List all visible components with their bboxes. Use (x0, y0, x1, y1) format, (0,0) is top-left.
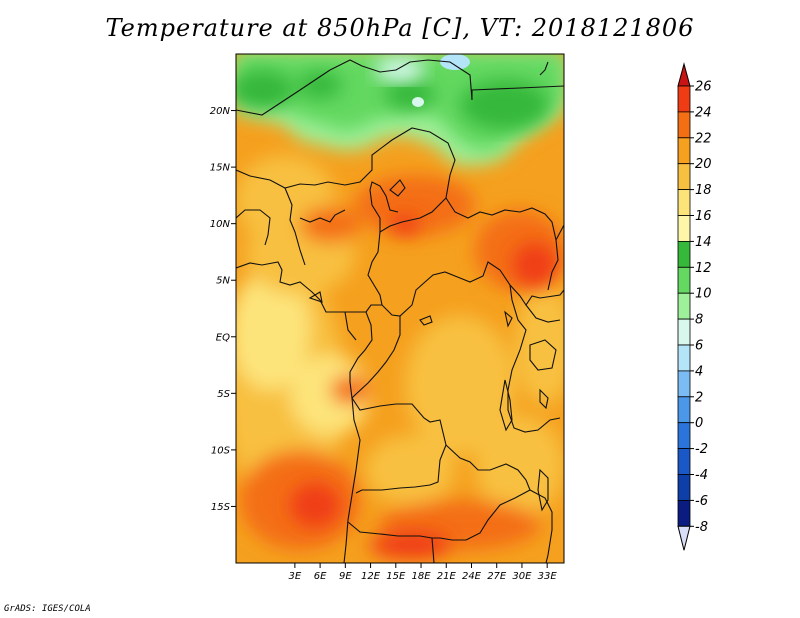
grads-credit: GrADS: IGES/COLA (4, 604, 91, 614)
colorbar-swatch (677, 474, 691, 501)
colorbar-swatch (677, 422, 691, 450)
colorbar-label: 8 (695, 313, 703, 328)
colorbar-label: 6 (695, 339, 703, 354)
colorbar-label: 24 (695, 105, 712, 120)
lon-tick-label: 33E (538, 571, 558, 582)
colorbar-label: 10 (695, 287, 712, 302)
colorbar-under-triangle (677, 525, 691, 551)
colorbar-label: 14 (695, 235, 712, 250)
map-title: Temperature at 850hPa [C], VT: 201812180… (105, 14, 695, 42)
lat-tick-label: 20N (210, 106, 231, 117)
colorbar-label: -6 (695, 494, 708, 509)
lat-tick-label: 15S (211, 502, 231, 513)
lon-tick-label: 24E (462, 571, 482, 582)
colorbar-label: 12 (695, 261, 712, 276)
country-boundaries (236, 59, 564, 563)
lon-tick-label: 21E (437, 571, 457, 582)
colorbar-label: 4 (695, 364, 703, 379)
colorbar-label: 16 (695, 209, 712, 224)
lat-tick-label: EQ (216, 332, 230, 343)
colorbar-swatch (677, 448, 691, 475)
colorbar-label: 18 (695, 183, 712, 198)
colorbar-label: 20 (695, 157, 712, 172)
colorbar-label: -8 (695, 520, 708, 535)
lat-tick-label: 10S (211, 445, 231, 456)
map-frame (235, 53, 565, 564)
colorbar-swatch (677, 344, 691, 372)
lat-tick-label: 15N (210, 163, 231, 174)
colorbar-swatch (677, 370, 691, 398)
colorbar-label: 22 (695, 131, 712, 146)
colorbar-swatch (677, 240, 691, 268)
colorbar-swatch (677, 215, 691, 242)
lat-tick-label: 5N (216, 276, 230, 287)
colorbar-over-triangle (677, 62, 691, 87)
lon-tick-label: 15E (386, 571, 406, 582)
colorbar-swatch (677, 163, 691, 190)
colorbar-swatch (677, 137, 691, 165)
lon-tick-label: 12E (361, 571, 381, 582)
lon-tick-label: 3E (289, 571, 302, 582)
colorbar-label: -2 (695, 442, 708, 457)
lon-tick-label: 27E (487, 571, 507, 582)
colorbar-swatch (677, 499, 691, 527)
lon-tick-label: 9E (339, 571, 352, 582)
longitude-axis: 3E 6E 9E 12E 15E 18E 21E 24E 27E 30E 33E (289, 563, 558, 582)
colorbar-swatch (677, 189, 691, 216)
colorbar-swatch (677, 85, 691, 113)
colorbar-label: -4 (695, 468, 708, 483)
lat-tick-label: 5S (217, 389, 230, 400)
lon-tick-label: 18E (412, 571, 432, 582)
lakes (308, 179, 557, 512)
latitude-axis: 20N 15N 10N 5N EQ 5S 10S 15S (210, 106, 236, 513)
lon-tick-label: 30E (512, 571, 532, 582)
colorbar-swatch (677, 292, 691, 320)
lat-tick-label: 10N (210, 219, 231, 230)
colorbar-label: 0 (695, 416, 703, 431)
lon-tick-label: 6E (314, 571, 327, 582)
colorbar-swatch (677, 111, 691, 139)
colorbar-swatch (677, 396, 691, 424)
temperature-field (236, 54, 564, 563)
colorbar-label: 26 (695, 80, 712, 95)
colorbar-swatch (677, 266, 691, 294)
colorbar-swatch (677, 318, 691, 346)
colorbar-label: 2 (695, 390, 703, 405)
